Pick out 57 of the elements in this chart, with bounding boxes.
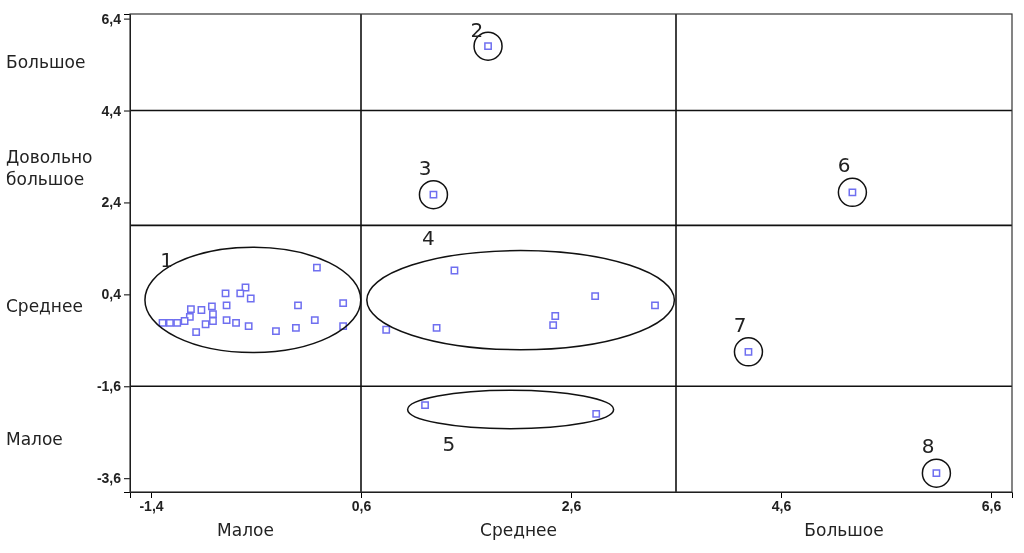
x-tick-label: -1,4 xyxy=(139,497,164,514)
annotation: 2 xyxy=(470,18,484,43)
point xyxy=(173,318,182,327)
point xyxy=(591,292,600,301)
annotation: 5 xyxy=(442,431,456,456)
point xyxy=(549,321,558,330)
point xyxy=(201,320,210,329)
text: Малое xyxy=(6,429,63,450)
point xyxy=(382,325,391,334)
annotation: 1 xyxy=(160,248,173,273)
y-tick-label: -3,6 xyxy=(96,470,122,487)
annotation: 6 xyxy=(837,153,851,178)
point xyxy=(209,317,217,325)
point xyxy=(244,322,253,330)
text: Большое xyxy=(6,52,86,73)
point xyxy=(291,324,300,332)
point xyxy=(236,289,245,298)
point xyxy=(339,299,348,308)
y-tick-label: 0,4 xyxy=(101,286,122,303)
point xyxy=(222,316,231,325)
point xyxy=(312,263,321,272)
y-tick-label: 4,4 xyxy=(101,102,122,119)
x-tick-label: 6,6 xyxy=(981,497,1002,514)
point xyxy=(165,318,174,327)
point xyxy=(310,316,319,325)
y-tick-label: 2,4 xyxy=(101,194,122,211)
annotation: 4 xyxy=(421,225,435,250)
point xyxy=(209,310,217,319)
text: Малое xyxy=(217,520,274,540)
point xyxy=(421,401,429,410)
point xyxy=(158,318,167,327)
point xyxy=(192,328,201,336)
x-tick-label: 2,6 xyxy=(561,497,582,514)
point xyxy=(222,301,231,310)
text: Довольно большое xyxy=(6,146,93,189)
point xyxy=(180,317,189,325)
point xyxy=(272,327,280,336)
annotation: 7 xyxy=(733,312,747,337)
point xyxy=(246,294,255,303)
y-tick-label: 6,4 xyxy=(101,10,122,27)
point xyxy=(186,305,195,313)
text: Большое xyxy=(804,520,884,540)
point xyxy=(294,301,302,310)
x-tick-label: 4,6 xyxy=(771,497,792,514)
annotation: 3 xyxy=(418,155,432,180)
point xyxy=(651,301,659,310)
text: Среднее xyxy=(480,520,557,540)
point xyxy=(197,306,206,314)
annotation: 8 xyxy=(921,434,935,459)
y-tick-label: -1,6 xyxy=(96,378,122,395)
point xyxy=(232,318,240,327)
text: Среднее xyxy=(6,295,83,316)
point xyxy=(592,409,601,418)
point xyxy=(551,312,560,320)
point xyxy=(432,324,441,332)
point xyxy=(207,302,216,311)
x-tick-label: 0,6 xyxy=(351,497,372,514)
